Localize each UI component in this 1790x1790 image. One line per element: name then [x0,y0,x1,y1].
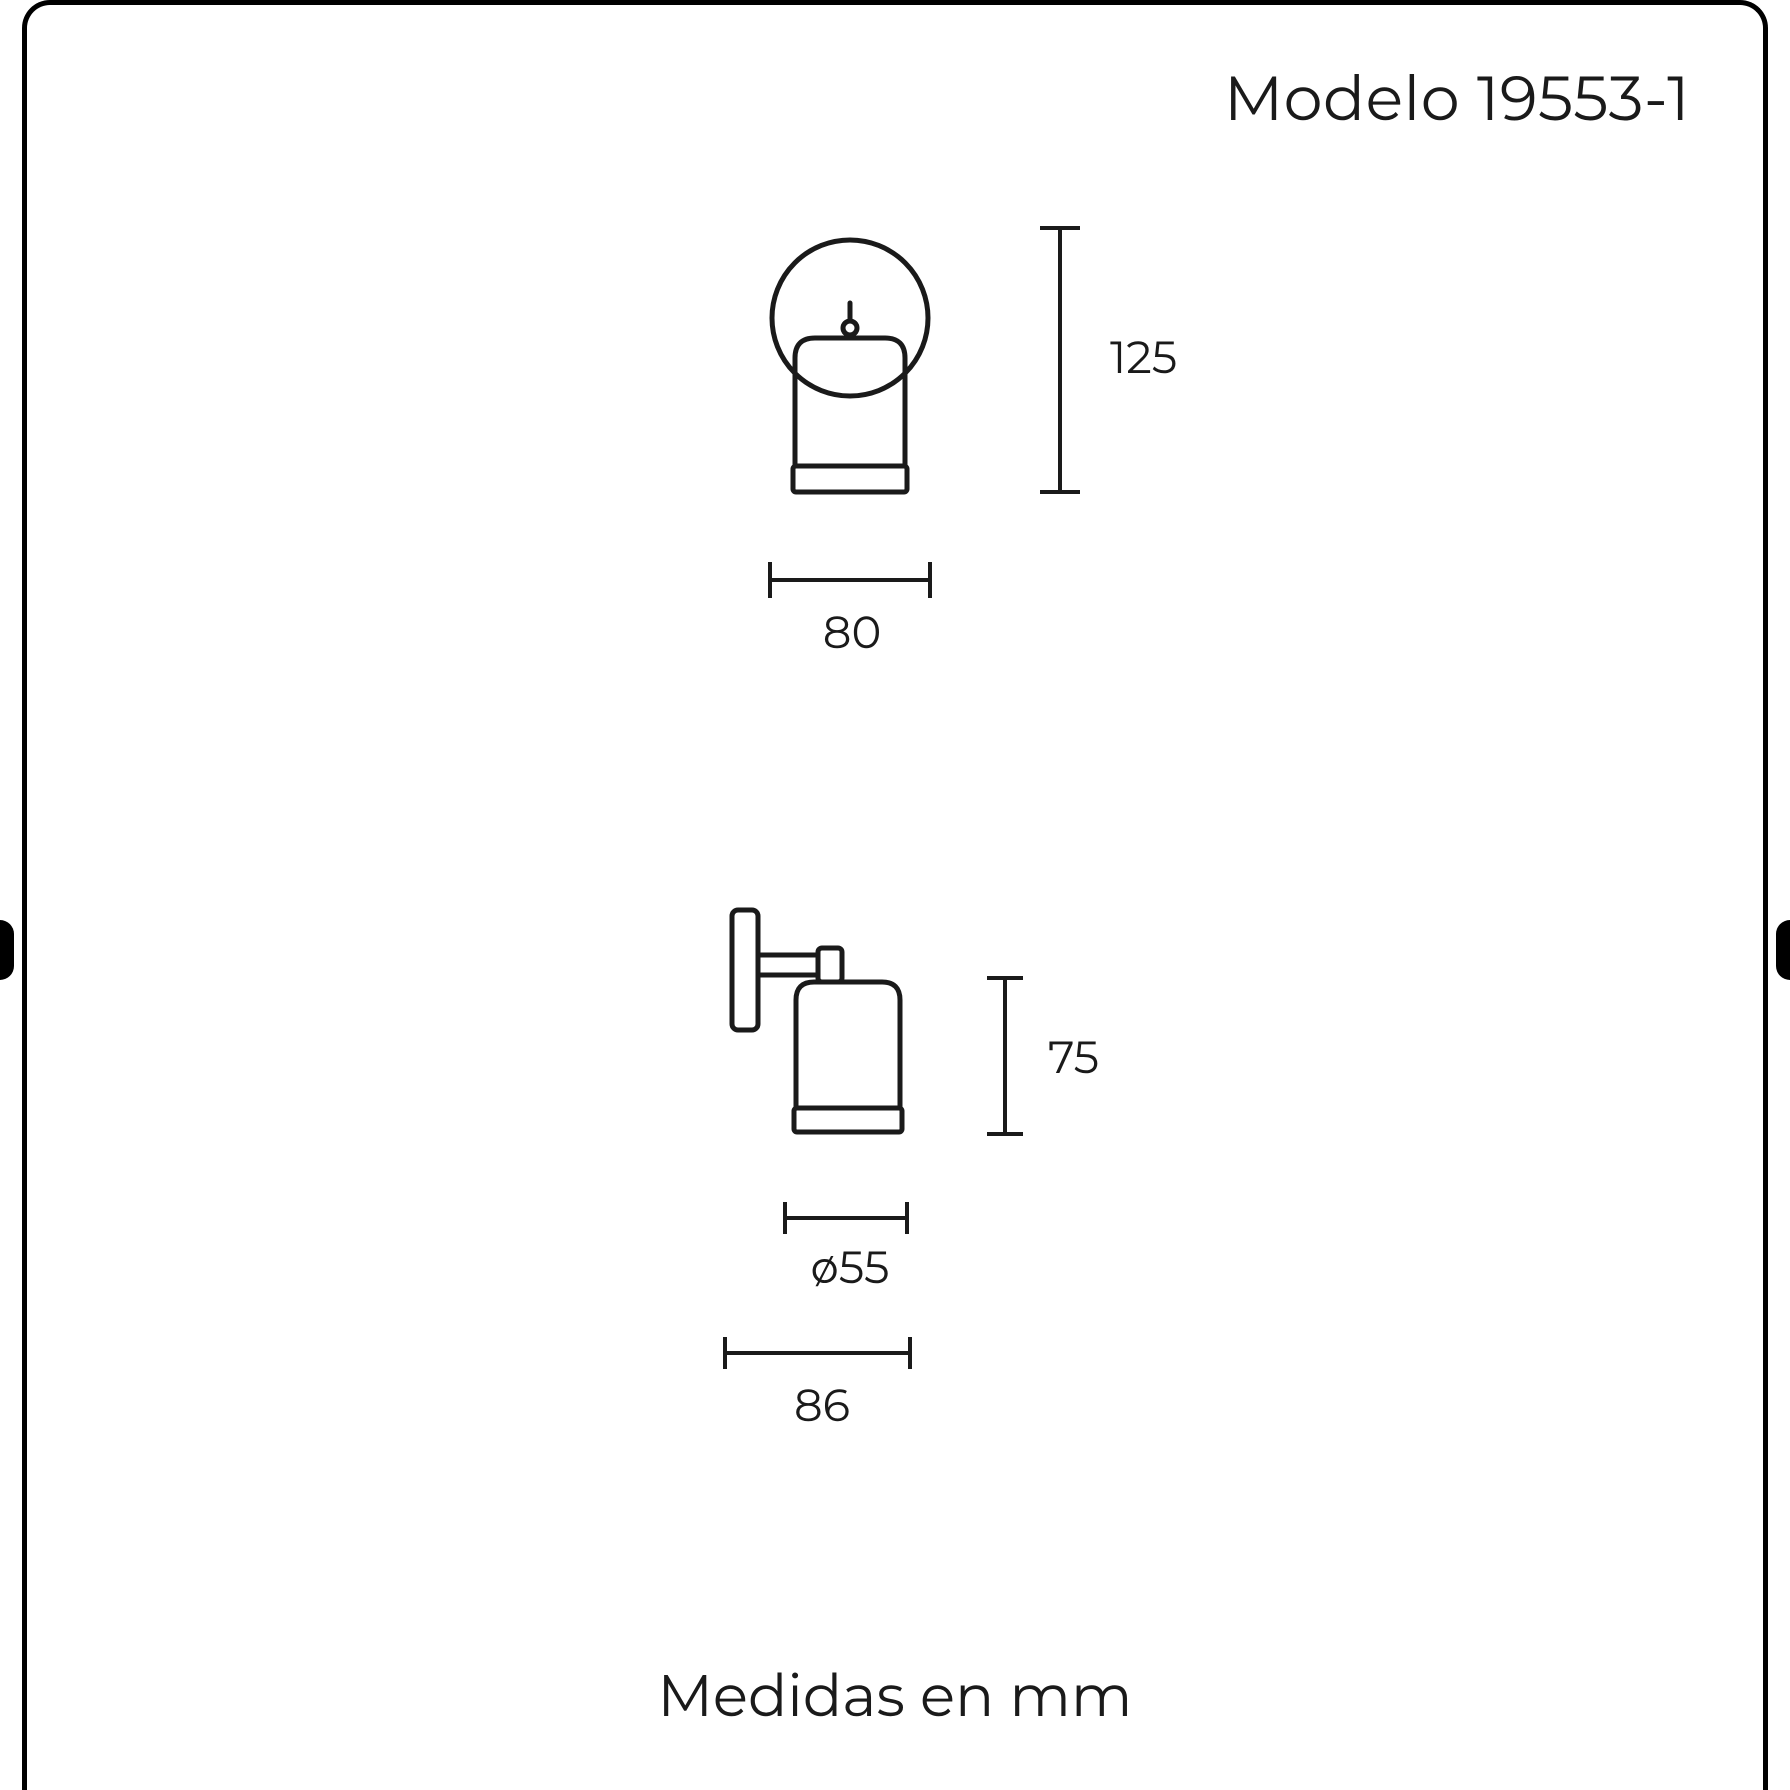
front-dim-width-label: 80 [822,605,882,660]
side-dim-depth-label: 86 [792,1378,852,1433]
side-dim-diameter-label: ø55 [805,1240,895,1295]
carousel-prev-stub[interactable] [0,920,14,980]
side-dim-shade-height-label: 75 [1048,1030,1099,1085]
carousel-next-stub[interactable] [1776,920,1790,980]
front-dim-height-label: 125 [1110,330,1177,385]
model-title: Modelo 19553-1 [1224,60,1690,136]
units-footer: Medidas en mm [0,1660,1790,1731]
